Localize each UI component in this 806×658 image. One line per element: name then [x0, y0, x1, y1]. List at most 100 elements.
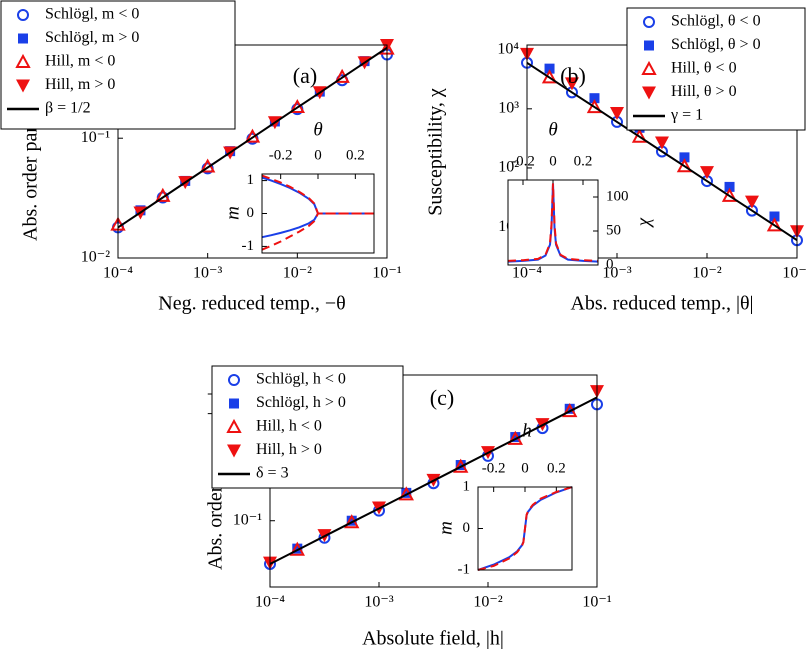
series-line — [477, 486, 573, 571]
data-point — [654, 136, 669, 150]
data-point — [510, 432, 521, 443]
series-line — [507, 183, 599, 262]
data-point — [292, 543, 303, 554]
x-tick-label: 10⁻² — [283, 265, 312, 282]
data-point — [589, 93, 600, 104]
x-axis-label: θ — [548, 119, 557, 140]
y-tick-label: -1 — [242, 238, 255, 254]
data-point — [744, 195, 759, 209]
y-tick-label: 10⁻¹ — [233, 511, 262, 528]
data-point — [679, 152, 690, 163]
y-axis-label: m — [435, 521, 456, 535]
data-point — [346, 515, 357, 526]
legend-marker — [15, 53, 31, 68]
y-tick-label: 10³ — [498, 99, 519, 116]
x-axis-label: h — [522, 420, 532, 441]
x-tick-label: 0 — [314, 147, 322, 163]
legend-box — [211, 365, 404, 489]
data-point — [769, 211, 780, 222]
y-tick-label: 0 — [247, 205, 255, 221]
legend-marker — [228, 374, 240, 386]
x-tick-label: 0 — [549, 153, 557, 169]
x-axis-label: Absolute field, |h| — [362, 628, 504, 650]
legend-label: Schlögl, θ > 0 — [671, 36, 761, 53]
legend-marker — [226, 418, 242, 433]
series-line — [261, 174, 374, 215]
data-point — [544, 63, 555, 74]
x-axis-label: Neg. reduced temp., −θ — [158, 293, 345, 315]
x-tick-label: -0.2 — [511, 153, 535, 169]
x-tick-label: -0.2 — [482, 460, 506, 476]
y-tick-label: 10⁴ — [497, 40, 519, 57]
y-tick-label: 0 — [463, 520, 471, 536]
y-tick-label: 0 — [606, 256, 614, 272]
series-line — [269, 396, 598, 565]
panel-label: (b) — [560, 63, 586, 88]
legend-marker — [643, 16, 655, 28]
y-tick-label: 1 — [247, 172, 255, 188]
y-axis-label: m — [222, 206, 243, 220]
legend-label: Hill, h < 0 — [256, 418, 322, 435]
x-tick-label: 0.2 — [547, 460, 566, 476]
y-tick-label: 10⁻² — [81, 249, 110, 266]
data-point — [586, 98, 603, 114]
data-point — [541, 69, 558, 84]
y-tick-label: 50 — [606, 222, 621, 238]
legend-marker — [229, 398, 239, 409]
data-point — [610, 106, 624, 120]
panel-label: (a) — [293, 63, 317, 88]
legend-label: Schlögl, h < 0 — [256, 371, 346, 388]
y-tick-label: -1 — [458, 561, 471, 577]
x-tick-label: -0.2 — [269, 147, 293, 163]
legend-label: γ = 1 — [670, 107, 703, 124]
x-tick-label: 10⁻² — [692, 265, 721, 282]
x-tick-label: 10⁻⁴ — [255, 594, 285, 611]
legend-marker — [17, 9, 29, 21]
panel-label: (c) — [430, 385, 454, 410]
legend-label: Hill, m > 0 — [45, 76, 115, 93]
x-tick-label: 10⁻⁴ — [512, 265, 542, 282]
legend-label: Hill, m < 0 — [45, 53, 115, 70]
legend-label: Hill, h > 0 — [256, 441, 322, 458]
axes-frame — [477, 486, 573, 571]
data-point — [766, 217, 783, 232]
legend-label: Schlögl, m > 0 — [45, 29, 139, 46]
legend-label: δ = 3 — [256, 465, 289, 482]
legend-label: Hill, θ < 0 — [671, 60, 737, 77]
data-point — [564, 77, 579, 91]
x-axis-label: Abs. reduced temp., |θ| — [570, 293, 753, 315]
data-point — [724, 181, 735, 192]
data-point — [564, 403, 575, 414]
legend-label: Schlögl, m < 0 — [45, 6, 139, 23]
y-tick-label: 10² — [498, 159, 519, 176]
data-point — [700, 166, 714, 180]
y-tick-label: 1 — [463, 478, 471, 494]
x-tick-label: 10⁻¹ — [582, 594, 611, 611]
x-tick-label: 10⁻¹ — [372, 265, 401, 282]
data-point — [721, 187, 738, 202]
legend-marker — [16, 79, 30, 93]
data-point — [401, 487, 412, 498]
legend-box — [626, 7, 806, 131]
y-axis-label: χ — [633, 217, 654, 228]
series-line — [526, 61, 798, 242]
y-tick-label: 100 — [606, 188, 629, 204]
x-tick-label: 0.2 — [574, 153, 593, 169]
x-tick-label: 10⁻³ — [193, 265, 222, 282]
legend-label: Schlögl, h > 0 — [256, 394, 346, 411]
legend-marker — [18, 33, 28, 44]
axes-frame — [507, 179, 599, 266]
data-point — [676, 158, 693, 173]
y-axis-label: Susceptibility, χ — [425, 88, 447, 216]
x-axis-label: θ — [313, 119, 322, 140]
legend-marker — [641, 60, 657, 75]
series-line — [261, 212, 374, 251]
legend-marker — [642, 86, 656, 100]
x-tick-label: 0.2 — [346, 147, 365, 163]
series-line — [117, 46, 388, 229]
x-tick-label: 10⁻³ — [364, 594, 393, 611]
axes-frame — [261, 173, 375, 254]
y-tick-label: 10⁻¹ — [81, 129, 110, 146]
legend-label: β = 1/2 — [45, 100, 91, 117]
x-tick-label: 10⁻¹ — [782, 265, 806, 282]
